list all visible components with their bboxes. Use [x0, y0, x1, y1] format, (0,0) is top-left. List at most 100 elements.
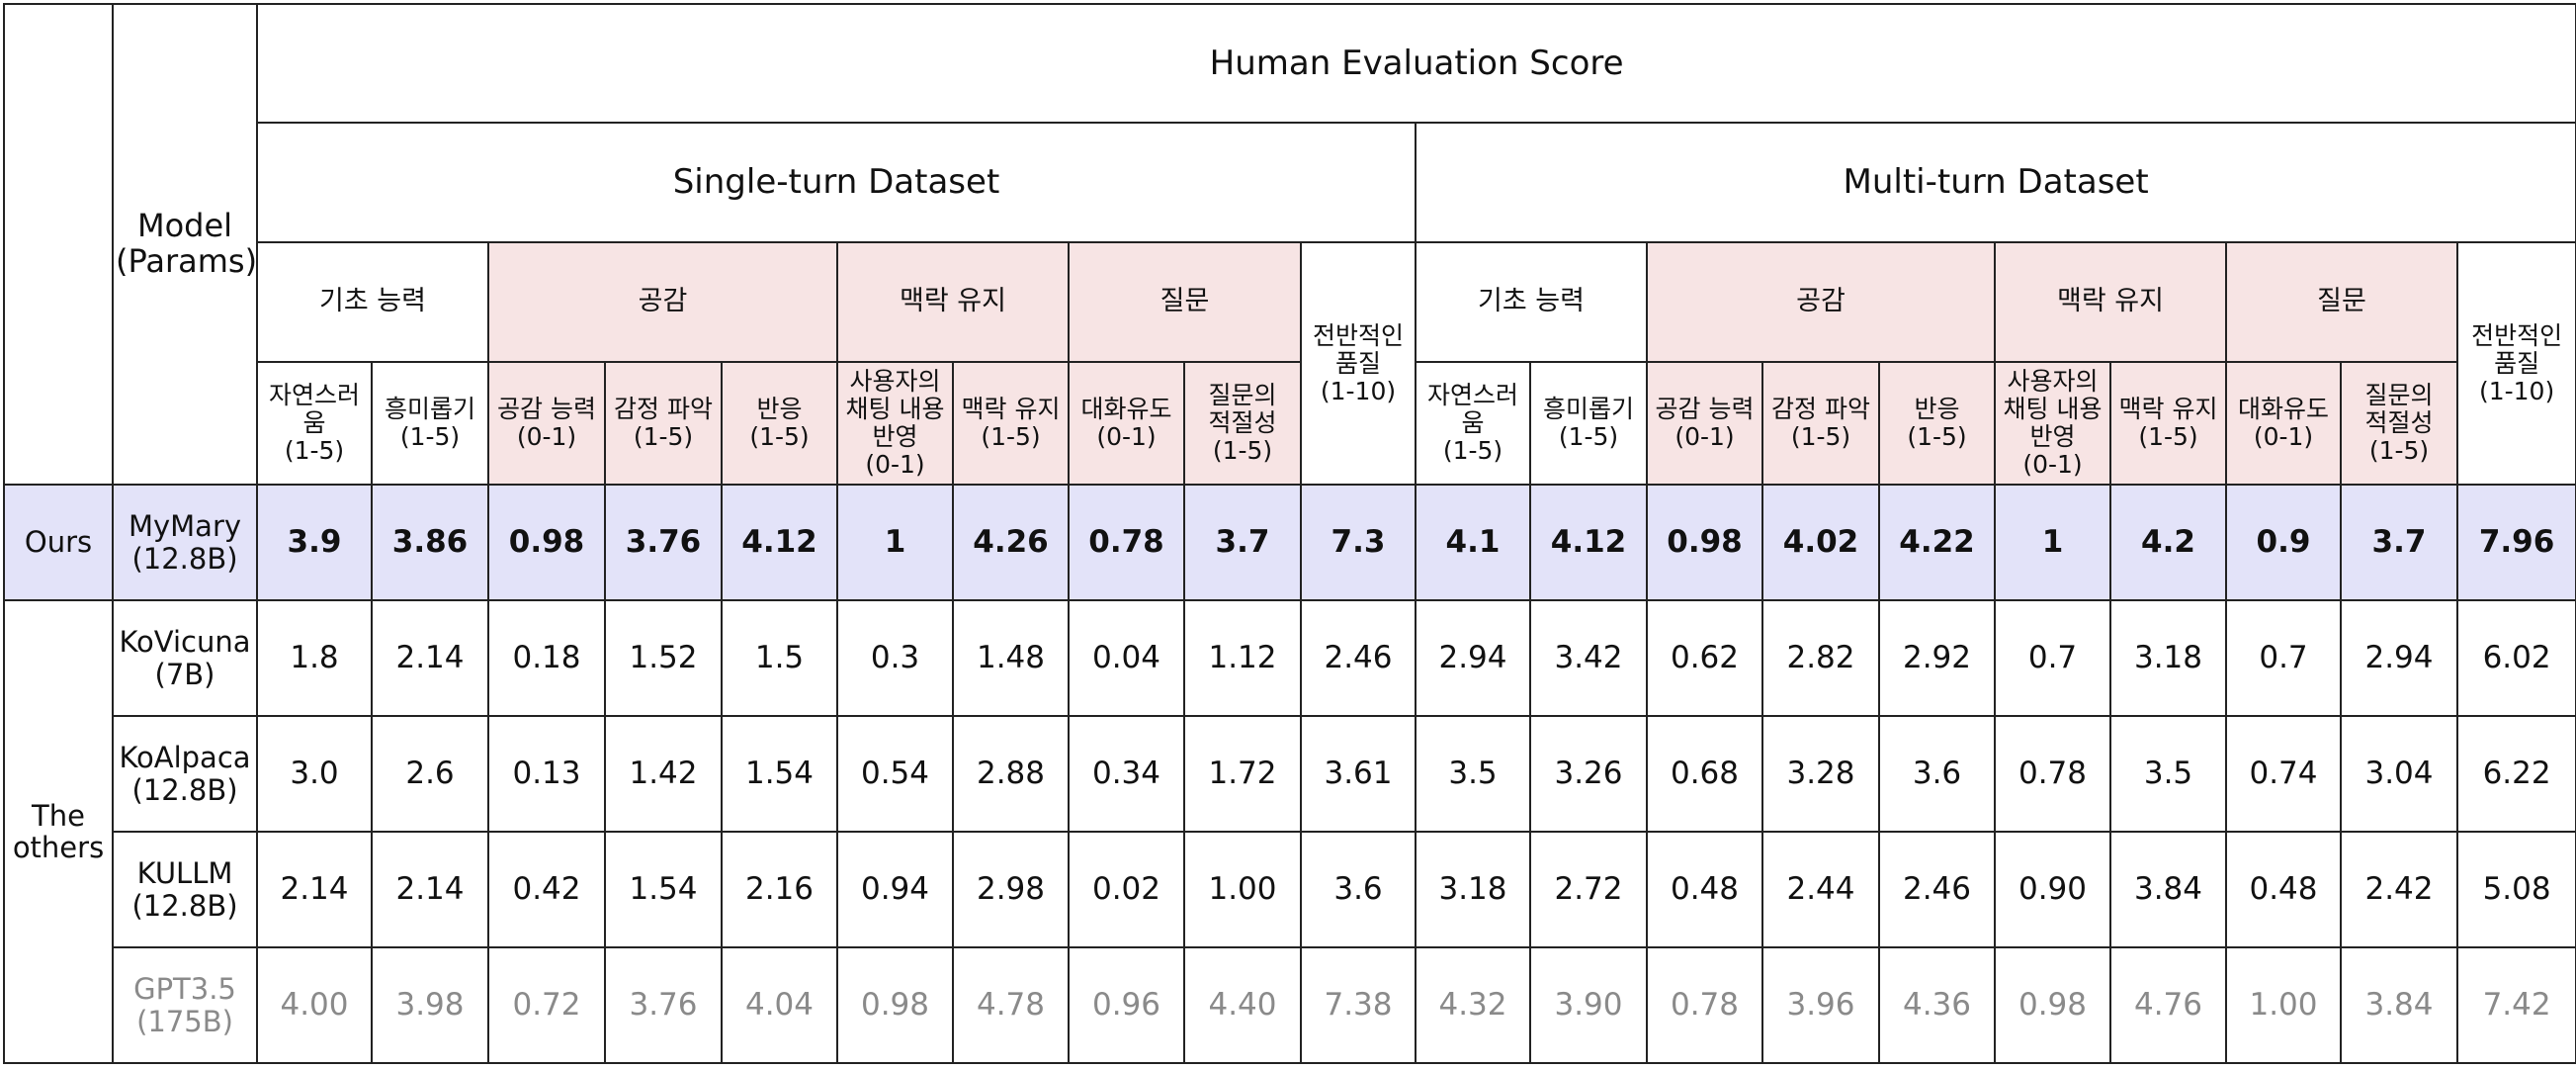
score-cell: 0.42 [487, 831, 606, 948]
score-cell: 7.3 [1300, 484, 1417, 601]
score-cell: 2.94 [2340, 599, 2458, 717]
metric-header: 사용자의 채팅 내용 반영 (0-1) [836, 361, 954, 486]
score-cell: 0.34 [1068, 715, 1185, 833]
dataset-header: Multi-turn Dataset [1414, 122, 2576, 243]
metric-header: 질문의 적절성 (1-5) [2340, 361, 2458, 486]
metric-header: 공감 능력 (0-1) [1646, 361, 1763, 486]
category-header: 질문 [1068, 241, 1302, 363]
row-group-header [3, 3, 114, 486]
score-cell: 1.8 [256, 599, 373, 717]
score-cell: 3.96 [1761, 946, 1880, 1064]
score-cell: 3.18 [2109, 599, 2227, 717]
category-header: 맥락 유지 [836, 241, 1070, 363]
metric-header: 맥락 유지 (1-5) [2109, 361, 2227, 486]
score-cell: 3.28 [1761, 715, 1880, 833]
score-cell: 1.72 [1183, 715, 1302, 833]
metric-header: 자연스러움 (1-5) [1415, 361, 1531, 486]
score-cell: 4.04 [721, 946, 838, 1064]
category-header: 맥락 유지 [1994, 241, 2227, 363]
score-cell: 3.76 [604, 484, 723, 601]
group-label-others: The others [3, 599, 114, 1064]
score-cell: 7.96 [2455, 484, 2576, 601]
score-cell: 0.9 [2225, 484, 2342, 601]
category-header: 기초 능력 [256, 241, 489, 363]
score-cell: 2.72 [1529, 831, 1648, 948]
score-cell: 2.6 [371, 715, 489, 833]
score-cell: 0.90 [1994, 831, 2111, 948]
score-cell: 1.54 [604, 831, 723, 948]
score-cell: 4.2 [2109, 484, 2227, 601]
score-cell: 6.02 [2455, 599, 2576, 717]
score-cell: 0.18 [487, 599, 606, 717]
metric-header: 대화유도 (0-1) [1068, 361, 1185, 486]
metric-header: 맥락 유지 (1-5) [952, 361, 1070, 486]
score-cell: 2.42 [2340, 831, 2458, 948]
model-name: MyMary (12.8B) [112, 484, 258, 601]
score-cell: 4.26 [952, 484, 1070, 601]
score-cell: 2.14 [371, 831, 489, 948]
score-cell: 0.74 [2225, 715, 2342, 833]
score-cell: 4.36 [1878, 946, 1996, 1064]
category-header: 기초 능력 [1415, 241, 1648, 363]
score-cell: 1.5 [721, 599, 838, 717]
score-cell: 1 [1994, 484, 2111, 601]
model-name: KoVicuna (7B) [112, 599, 258, 717]
score-cell: 3.84 [2340, 946, 2458, 1064]
score-cell: 4.00 [256, 946, 373, 1064]
group-label-ours: Ours [3, 484, 114, 601]
score-cell: 0.94 [836, 831, 954, 948]
metric-header: 흥미롭기 (1-5) [1529, 361, 1648, 486]
metric-header: 감정 파악 (1-5) [604, 361, 723, 486]
score-cell: 3.26 [1529, 715, 1648, 833]
score-cell: 4.02 [1761, 484, 1880, 601]
score-cell: 2.94 [1415, 599, 1531, 717]
score-cell: 1.48 [952, 599, 1070, 717]
score-cell: 0.3 [836, 599, 954, 717]
score-cell: 0.78 [1068, 484, 1185, 601]
score-cell: 0.96 [1068, 946, 1185, 1064]
score-cell: 0.68 [1646, 715, 1763, 833]
score-cell: 7.38 [1300, 946, 1417, 1064]
score-cell: 3.84 [2109, 831, 2227, 948]
score-cell: 0.98 [1646, 484, 1763, 601]
score-cell: 2.14 [256, 831, 373, 948]
score-cell: 1.00 [2225, 946, 2342, 1064]
score-cell: 2.16 [721, 831, 838, 948]
score-cell: 4.40 [1183, 946, 1302, 1064]
metric-header: 사용자의 채팅 내용 반영 (0-1) [1994, 361, 2111, 486]
overall-quality-header: 전반적인 품질 (1-10) [1300, 241, 1417, 486]
score-cell: 0.48 [2225, 831, 2342, 948]
score-cell: 2.88 [952, 715, 1070, 833]
score-cell: 3.6 [1878, 715, 1996, 833]
score-cell: 2.44 [1761, 831, 1880, 948]
score-cell: 1.54 [721, 715, 838, 833]
metric-header: 반응 (1-5) [1878, 361, 1996, 486]
score-cell: 2.82 [1761, 599, 1880, 717]
score-cell: 4.78 [952, 946, 1070, 1064]
score-cell: 4.1 [1415, 484, 1531, 601]
category-header: 공감 [1646, 241, 1996, 363]
score-cell: 0.78 [1646, 946, 1763, 1064]
score-cell: 0.98 [836, 946, 954, 1064]
score-cell: 7.42 [2455, 946, 2576, 1064]
metric-header: 대화유도 (0-1) [2225, 361, 2342, 486]
score-cell: 3.6 [1300, 831, 1417, 948]
table-title: Human Evaluation Score [255, 3, 2576, 124]
score-cell: 0.98 [1994, 946, 2111, 1064]
score-cell: 5.08 [2455, 831, 2576, 948]
score-cell: 3.86 [371, 484, 489, 601]
score-cell: 4.76 [2109, 946, 2227, 1064]
score-cell: 2.14 [371, 599, 489, 717]
score-cell: 3.9 [256, 484, 373, 601]
score-cell: 1.52 [604, 599, 723, 717]
category-header: 공감 [487, 241, 838, 363]
score-cell: 6.22 [2455, 715, 2576, 833]
score-cell: 0.04 [1068, 599, 1185, 717]
score-cell: 0.7 [1994, 599, 2111, 717]
score-cell: 0.54 [836, 715, 954, 833]
score-cell: 3.61 [1300, 715, 1417, 833]
score-cell: 1 [836, 484, 954, 601]
category-header: 질문 [2225, 241, 2458, 363]
metric-header: 흥미롭기 (1-5) [371, 361, 489, 486]
score-cell: 3.42 [1529, 599, 1648, 717]
